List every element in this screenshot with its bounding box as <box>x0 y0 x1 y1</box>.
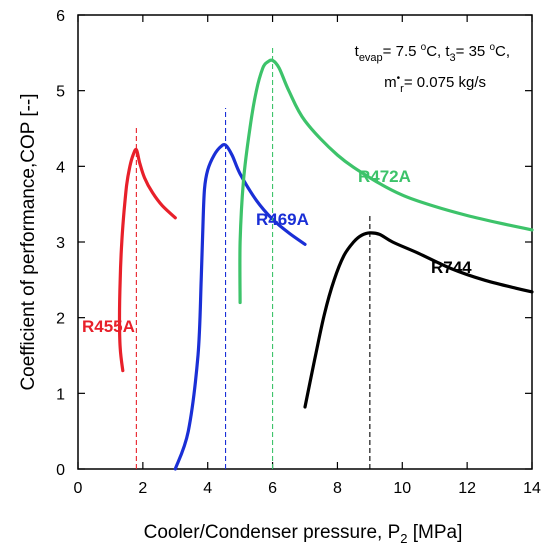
y-axis-label: Coefficient of performance,COP [--] <box>18 93 39 390</box>
note-fragment: = 35 <box>456 43 490 60</box>
y-tick-label: 3 <box>56 235 65 252</box>
r744-series-label: R744 <box>431 258 472 277</box>
note-fragment: = 0.075 kg/s <box>404 74 486 91</box>
y-tick-label: 0 <box>56 462 65 479</box>
series-labels: R455A R469A R472A R744 <box>82 167 472 336</box>
x-axis-label-subscript: 2 <box>400 531 407 546</box>
note-fragment: r <box>400 83 404 95</box>
r469a-series-label: R469A <box>256 210 309 229</box>
r472a-series-line <box>238 58 534 305</box>
note-fragment: C, <box>495 43 510 60</box>
note-fragment: m <box>384 74 397 91</box>
x-tick-label: 14 <box>523 480 541 497</box>
r455a-series-label: R455A <box>82 317 135 336</box>
r455a-series-line <box>117 147 177 373</box>
conditions-note-line-1: tevap= 7.5 oC, t3= 35 oC, <box>355 42 510 64</box>
r472a-series-label: R472A <box>358 167 411 186</box>
x-axis-label-main: Cooler/Condenser pressure, P <box>144 522 401 543</box>
r744-series-line <box>303 231 534 409</box>
y-tick-label: 6 <box>56 8 65 25</box>
series-layer <box>117 48 534 471</box>
note-fragment: = 7.5 <box>383 43 421 60</box>
note-fragment: C, t <box>426 43 450 60</box>
x-axis-label: Cooler/Condenser pressure, P2 [MPa] <box>144 522 463 546</box>
y-tick-label: 5 <box>56 84 65 101</box>
x-axis-label-unit: [MPa] <box>407 522 462 543</box>
y-tick-label: 1 <box>56 386 65 403</box>
conditions-note-line-2: m•r= 0.075 kg/s <box>384 73 486 95</box>
note-fragment: evap <box>359 52 383 64</box>
x-tick-label: 6 <box>268 480 277 497</box>
y-tick-label: 2 <box>56 311 65 328</box>
x-tick-label: 8 <box>333 480 342 497</box>
note-fragment: • <box>397 73 401 84</box>
y-tick-label: 4 <box>56 159 65 176</box>
x-tick-label: 0 <box>74 480 83 497</box>
r469a-series-line <box>173 142 307 471</box>
note-fragment: o <box>421 42 427 53</box>
x-tick-label: 2 <box>138 480 147 497</box>
note-fragment: t <box>355 43 360 60</box>
note-fragment: 3 <box>450 52 456 64</box>
x-tick-label: 12 <box>458 480 476 497</box>
x-tick-label: 10 <box>393 480 411 497</box>
note-fragment: o <box>489 42 495 53</box>
x-tick-label: 4 <box>203 480 212 497</box>
